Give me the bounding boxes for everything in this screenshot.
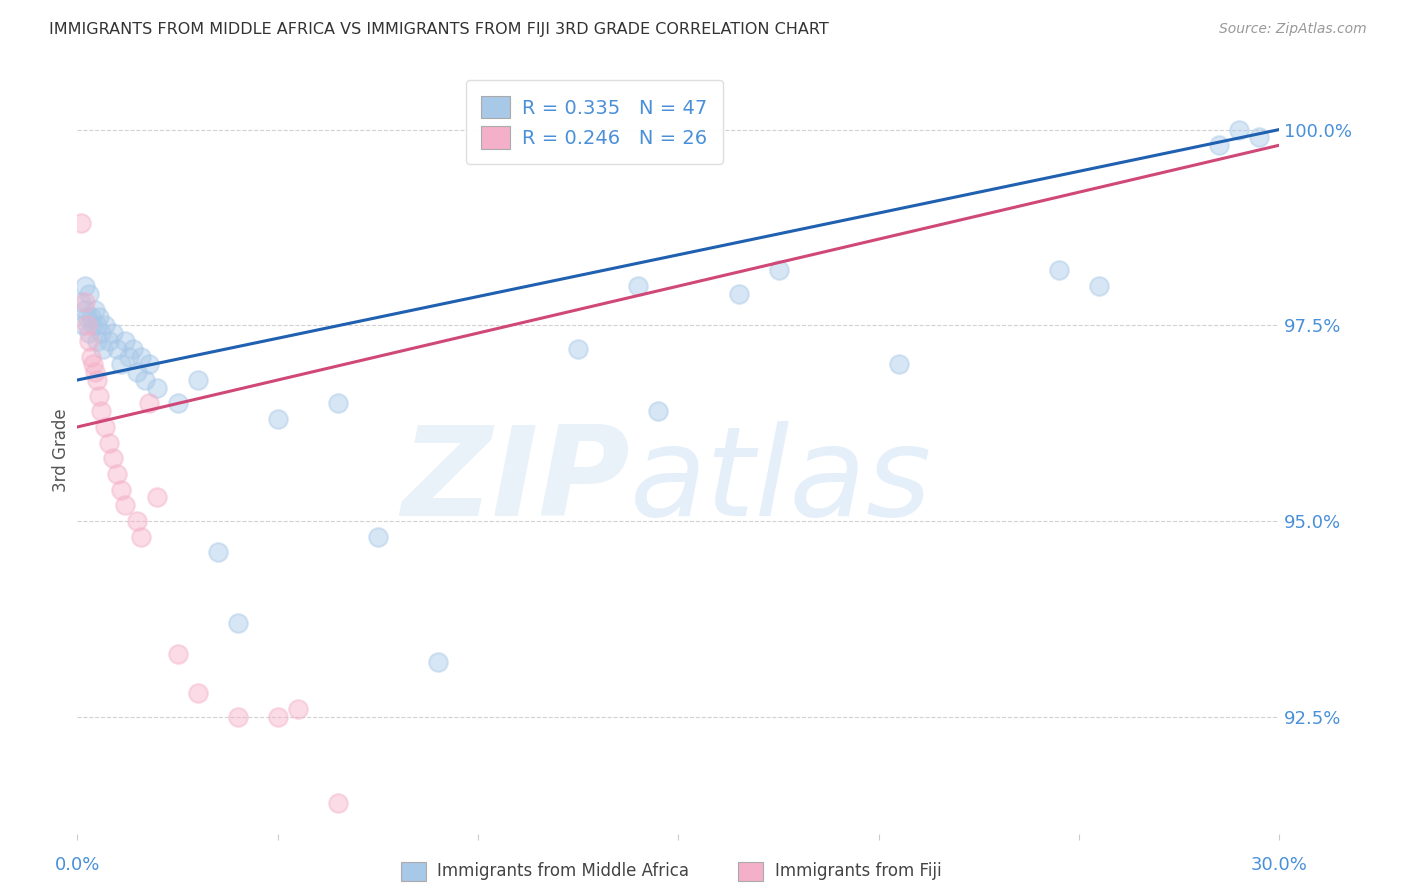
Point (98, 334, 121, 348)
Point (887, 357, 910, 371)
Point (1208, 138, 1230, 153)
Point (93, 342, 115, 356)
Point (76, 318, 98, 333)
Text: Immigrants from Middle Africa: Immigrants from Middle Africa (437, 863, 689, 880)
Point (98, 435, 121, 450)
Point (267, 709, 290, 723)
Point (127, 365, 149, 379)
Point (80, 350, 103, 364)
Y-axis label: 3rd Grade: 3rd Grade (52, 409, 70, 492)
Point (1047, 263, 1070, 277)
Point (267, 412, 290, 426)
Point (131, 530, 153, 544)
Text: atlas: atlas (630, 421, 932, 541)
Point (127, 514, 149, 528)
Point (107, 342, 129, 356)
Point (427, 655, 450, 669)
Point (326, 396, 349, 410)
Point (70, 217, 93, 231)
Point (84, 365, 107, 379)
Point (647, 404, 669, 418)
Text: ZIP: ZIP (402, 421, 630, 541)
Point (79, 326, 101, 340)
Text: Immigrants from Fiji: Immigrants from Fiji (775, 863, 942, 880)
Point (89, 389, 111, 403)
Point (114, 498, 136, 512)
Text: 0.0%: 0.0% (55, 856, 100, 874)
Point (86, 318, 108, 333)
Point (89, 310, 111, 325)
Point (70, 294, 93, 309)
Point (94, 420, 117, 434)
Point (131, 350, 153, 364)
Point (80, 310, 103, 325)
Point (82, 318, 104, 333)
Text: IMMIGRANTS FROM MIDDLE AFRICA VS IMMIGRANTS FROM FIJI 3RD GRADE CORRELATION CHAR: IMMIGRANTS FROM MIDDLE AFRICA VS IMMIGRA… (49, 22, 830, 37)
Point (82, 357, 104, 371)
Point (768, 263, 790, 277)
Point (107, 467, 129, 481)
Point (86, 334, 108, 348)
Point (146, 491, 169, 505)
Point (727, 286, 749, 301)
Point (110, 357, 132, 371)
Point (90, 326, 112, 340)
Point (79, 334, 101, 348)
Point (122, 342, 145, 356)
Point (326, 796, 349, 810)
Point (79, 286, 101, 301)
Point (72, 318, 94, 333)
Point (76, 310, 98, 325)
Point (75, 294, 97, 309)
Point (103, 326, 125, 340)
Point (627, 279, 650, 293)
Point (138, 396, 160, 410)
Point (166, 647, 188, 661)
Point (226, 615, 249, 630)
Point (567, 342, 589, 356)
Point (134, 373, 156, 387)
Point (367, 530, 389, 544)
Point (1088, 279, 1111, 293)
Point (166, 396, 188, 410)
Legend: R = 0.335   N = 47, R = 0.246   N = 26: R = 0.335 N = 47, R = 0.246 N = 26 (465, 80, 723, 164)
Point (114, 334, 136, 348)
Point (110, 483, 132, 497)
Point (186, 373, 209, 387)
Point (90, 404, 112, 418)
Point (84, 302, 107, 317)
Point (1229, 122, 1251, 136)
Point (103, 451, 125, 466)
Point (86, 373, 108, 387)
Point (118, 350, 141, 364)
Point (1249, 130, 1271, 145)
Point (75, 302, 97, 317)
Point (138, 357, 160, 371)
Point (146, 381, 169, 395)
Text: Source: ZipAtlas.com: Source: ZipAtlas.com (1219, 22, 1367, 37)
Point (94, 318, 117, 333)
Point (207, 545, 229, 559)
Point (186, 686, 209, 700)
Text: 30.0%: 30.0% (1251, 856, 1308, 874)
Point (75, 279, 97, 293)
Point (226, 709, 249, 723)
Point (287, 702, 309, 716)
